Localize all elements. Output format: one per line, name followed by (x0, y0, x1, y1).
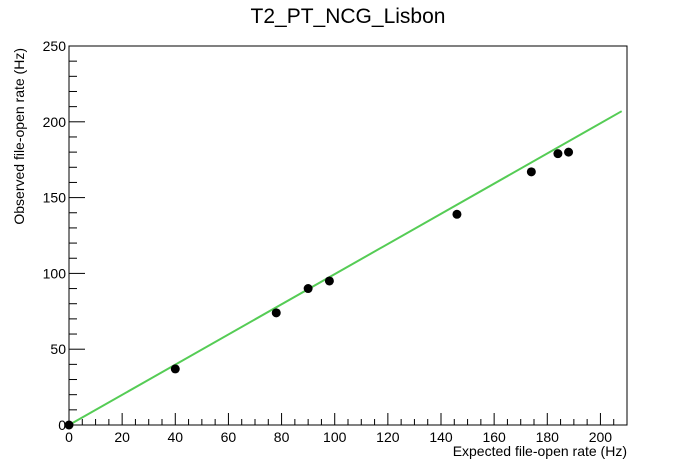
y-tick-label: 200 (43, 114, 67, 130)
y-tick-label: 50 (50, 341, 66, 357)
data-point (452, 209, 462, 219)
x-tick-label: 20 (114, 429, 130, 445)
data-point (271, 308, 281, 318)
chart-title: T2_PT_NCG_Lisbon (251, 5, 446, 28)
x-tick-label: 140 (429, 429, 453, 445)
data-point (64, 420, 74, 430)
data-point (564, 147, 574, 157)
y-tick-label: 100 (43, 265, 67, 281)
x-tick-label: 180 (536, 429, 560, 445)
data-point (526, 167, 536, 177)
data-point (553, 149, 563, 159)
x-tick-label: 60 (221, 429, 237, 445)
x-tick-label: 200 (589, 429, 613, 445)
y-tick-label: 150 (43, 190, 67, 206)
x-tick-label: 160 (482, 429, 506, 445)
x-tick-label: 0 (65, 429, 73, 445)
y-axis-title: Observed file-open rate (Hz) (11, 48, 27, 225)
x-axis-title: Expected file-open rate (Hz) (453, 443, 627, 459)
data-point (303, 284, 313, 294)
x-tick-label: 40 (167, 429, 183, 445)
x-tick-label: 80 (274, 429, 290, 445)
x-tick-label: 100 (323, 429, 347, 445)
plot-frame (68, 45, 628, 426)
data-point (324, 276, 334, 286)
fit-line (68, 110, 623, 426)
y-tick-label: 250 (43, 38, 67, 54)
x-tick-label: 120 (376, 429, 400, 445)
y-tick-label: 0 (58, 417, 66, 433)
data-point (170, 364, 180, 374)
